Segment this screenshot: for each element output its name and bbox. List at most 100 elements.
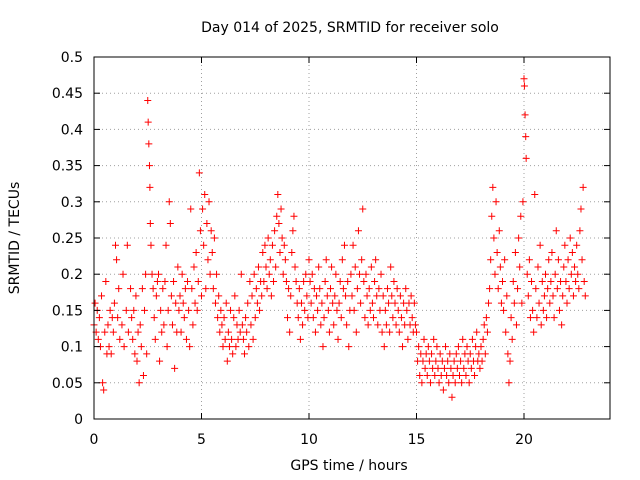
data-point <box>172 299 180 307</box>
data-point <box>505 379 513 387</box>
data-point <box>146 220 154 228</box>
x-tick-label: 20 <box>515 432 533 448</box>
data-point <box>515 234 523 242</box>
data-point <box>272 263 280 271</box>
data-point <box>540 292 548 300</box>
data-point <box>228 335 236 343</box>
data-point <box>525 256 533 264</box>
data-point <box>182 335 190 343</box>
data-point <box>439 386 447 394</box>
y-tick: 0 <box>74 412 610 428</box>
data-point <box>109 328 117 336</box>
data-point <box>301 306 309 314</box>
data-point <box>354 227 362 235</box>
data-point <box>431 372 439 380</box>
data-point <box>546 299 554 307</box>
data-point <box>456 372 463 380</box>
data-point <box>151 335 159 343</box>
data-point <box>371 277 379 285</box>
data-point <box>547 277 555 285</box>
data-point <box>357 299 365 307</box>
data-point <box>366 306 374 314</box>
data-point <box>458 379 466 387</box>
data-point <box>514 285 522 293</box>
data-point <box>566 234 574 242</box>
data-point <box>237 270 245 278</box>
data-point <box>449 372 457 380</box>
data-point <box>550 314 558 322</box>
data-point <box>94 335 102 343</box>
data-point <box>457 357 465 365</box>
data-point <box>308 270 316 278</box>
data-point <box>359 205 367 213</box>
data-point <box>580 277 588 285</box>
data-point <box>199 205 207 213</box>
data-point <box>133 357 141 365</box>
data-point <box>147 241 155 249</box>
data-point <box>391 299 399 307</box>
data-point <box>162 241 170 249</box>
y-tick: 0.1 <box>61 340 610 356</box>
data-point <box>507 314 515 322</box>
data-point <box>318 299 326 307</box>
data-point <box>317 321 325 329</box>
x-tick: 20 <box>515 57 533 448</box>
data-point <box>177 328 185 336</box>
data-point <box>291 263 299 271</box>
data-point <box>114 314 122 322</box>
data-point <box>402 285 410 293</box>
data-point <box>397 314 405 322</box>
data-point <box>204 256 212 264</box>
data-point <box>309 314 317 322</box>
data-point <box>307 299 315 307</box>
data-point <box>284 314 291 322</box>
data-point <box>443 372 451 380</box>
data-point <box>347 270 355 278</box>
chart-title: Day 014 of 2025, SRMTID for receiver sol… <box>201 20 499 36</box>
x-tick: 0 <box>90 57 98 448</box>
data-point <box>223 357 231 365</box>
data-point <box>463 343 471 351</box>
data-points <box>90 75 589 401</box>
x-tick: 15 <box>408 57 425 448</box>
data-point <box>542 270 549 278</box>
data-point <box>495 227 503 235</box>
data-point <box>551 270 559 278</box>
y-tick-label: 0.45 <box>52 86 83 102</box>
data-point <box>538 277 546 285</box>
data-point <box>144 96 152 104</box>
data-point <box>511 248 519 256</box>
data-point <box>499 277 506 285</box>
y-tick-label: 0.1 <box>61 340 83 356</box>
data-point <box>569 292 577 300</box>
data-point <box>241 350 248 358</box>
data-point <box>510 299 518 307</box>
data-point <box>193 306 201 314</box>
data-point <box>245 343 253 351</box>
data-point <box>267 292 275 300</box>
data-point <box>516 263 524 271</box>
data-point <box>157 306 165 314</box>
data-point <box>299 321 307 329</box>
data-point <box>210 234 218 242</box>
data-point <box>287 292 295 300</box>
data-point <box>482 314 490 322</box>
y-tick: 0.3 <box>61 195 610 211</box>
data-point <box>363 292 371 300</box>
data-point <box>351 263 359 271</box>
data-point <box>246 277 254 285</box>
data-point <box>360 277 368 285</box>
data-point <box>559 292 567 300</box>
data-point <box>476 364 484 372</box>
data-point <box>252 285 260 293</box>
data-point <box>349 241 357 249</box>
data-point <box>502 328 510 336</box>
data-point <box>430 335 438 343</box>
data-point <box>145 162 153 170</box>
data-point <box>280 241 288 249</box>
data-point <box>526 314 534 322</box>
data-point <box>577 205 585 213</box>
data-point <box>260 277 268 285</box>
data-point <box>98 292 106 300</box>
data-point <box>230 314 238 322</box>
